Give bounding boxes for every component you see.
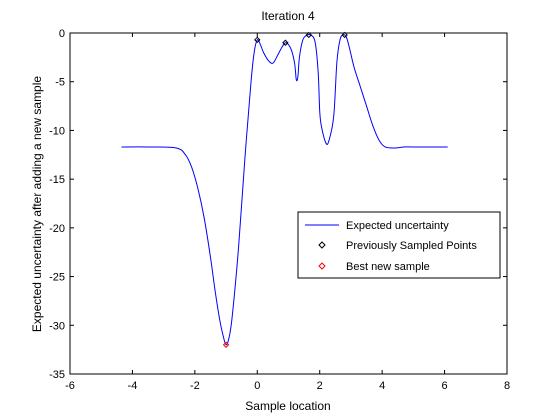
legend-box [297,211,501,279]
x-tick-label: -6 [65,380,75,392]
series-line-expected-uncertainty [121,34,448,346]
sampled-point [341,31,348,39]
y-tick-label: -35 [49,369,65,381]
x-tick-label: 0 [254,380,260,392]
y-tick-label: -20 [49,223,65,235]
plot-area [69,32,508,375]
x-axis: -6 -4 -2 0 2 4 6 8 [65,33,510,392]
legend-label-previously-sampled: Previously Sampled Points [346,240,477,252]
legend: Expected uncertainty Previously Sampled … [297,211,501,279]
x-tick-label: 4 [379,380,385,392]
x-tick-label: -4 [128,380,138,392]
series-layer [121,31,448,348]
x-tick-label: 2 [317,380,323,392]
x-axis-label: Sample location [245,399,330,413]
chart-title: Iteration 4 [261,9,315,23]
sampled-point [305,31,312,39]
legend-marker-best-new-sample [318,262,326,270]
x-tick-label: -2 [190,380,200,392]
sampled-point [254,36,261,44]
sampled-point [282,39,289,46]
legend-marker-previously-sampled [318,241,326,249]
y-tick-label: -10 [49,125,65,137]
y-tick-label: -5 [55,77,65,89]
y-tick-label: -15 [49,174,65,186]
y-axis-label: Expected uncertainty after adding a new … [30,76,44,332]
best-new-sample-point [222,341,230,348]
y-axis: 0 -5 -10 -15 -20 -25 -30 -35 [49,28,507,381]
legend-label-best-new-sample: Best new sample [346,261,430,273]
y-tick-label: -25 [49,272,65,284]
y-tick-label: 0 [59,28,65,40]
y-tick-label: -30 [49,320,65,332]
legend-label-expected-uncertainty: Expected uncertainty [346,220,449,232]
x-tick-label: 6 [442,380,448,392]
x-tick-label: 8 [504,380,510,392]
